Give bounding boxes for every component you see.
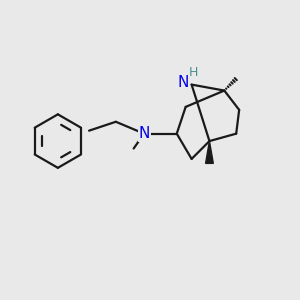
Text: N: N	[178, 75, 189, 90]
Polygon shape	[206, 141, 213, 164]
Text: N: N	[138, 126, 150, 141]
Text: H: H	[188, 66, 198, 79]
